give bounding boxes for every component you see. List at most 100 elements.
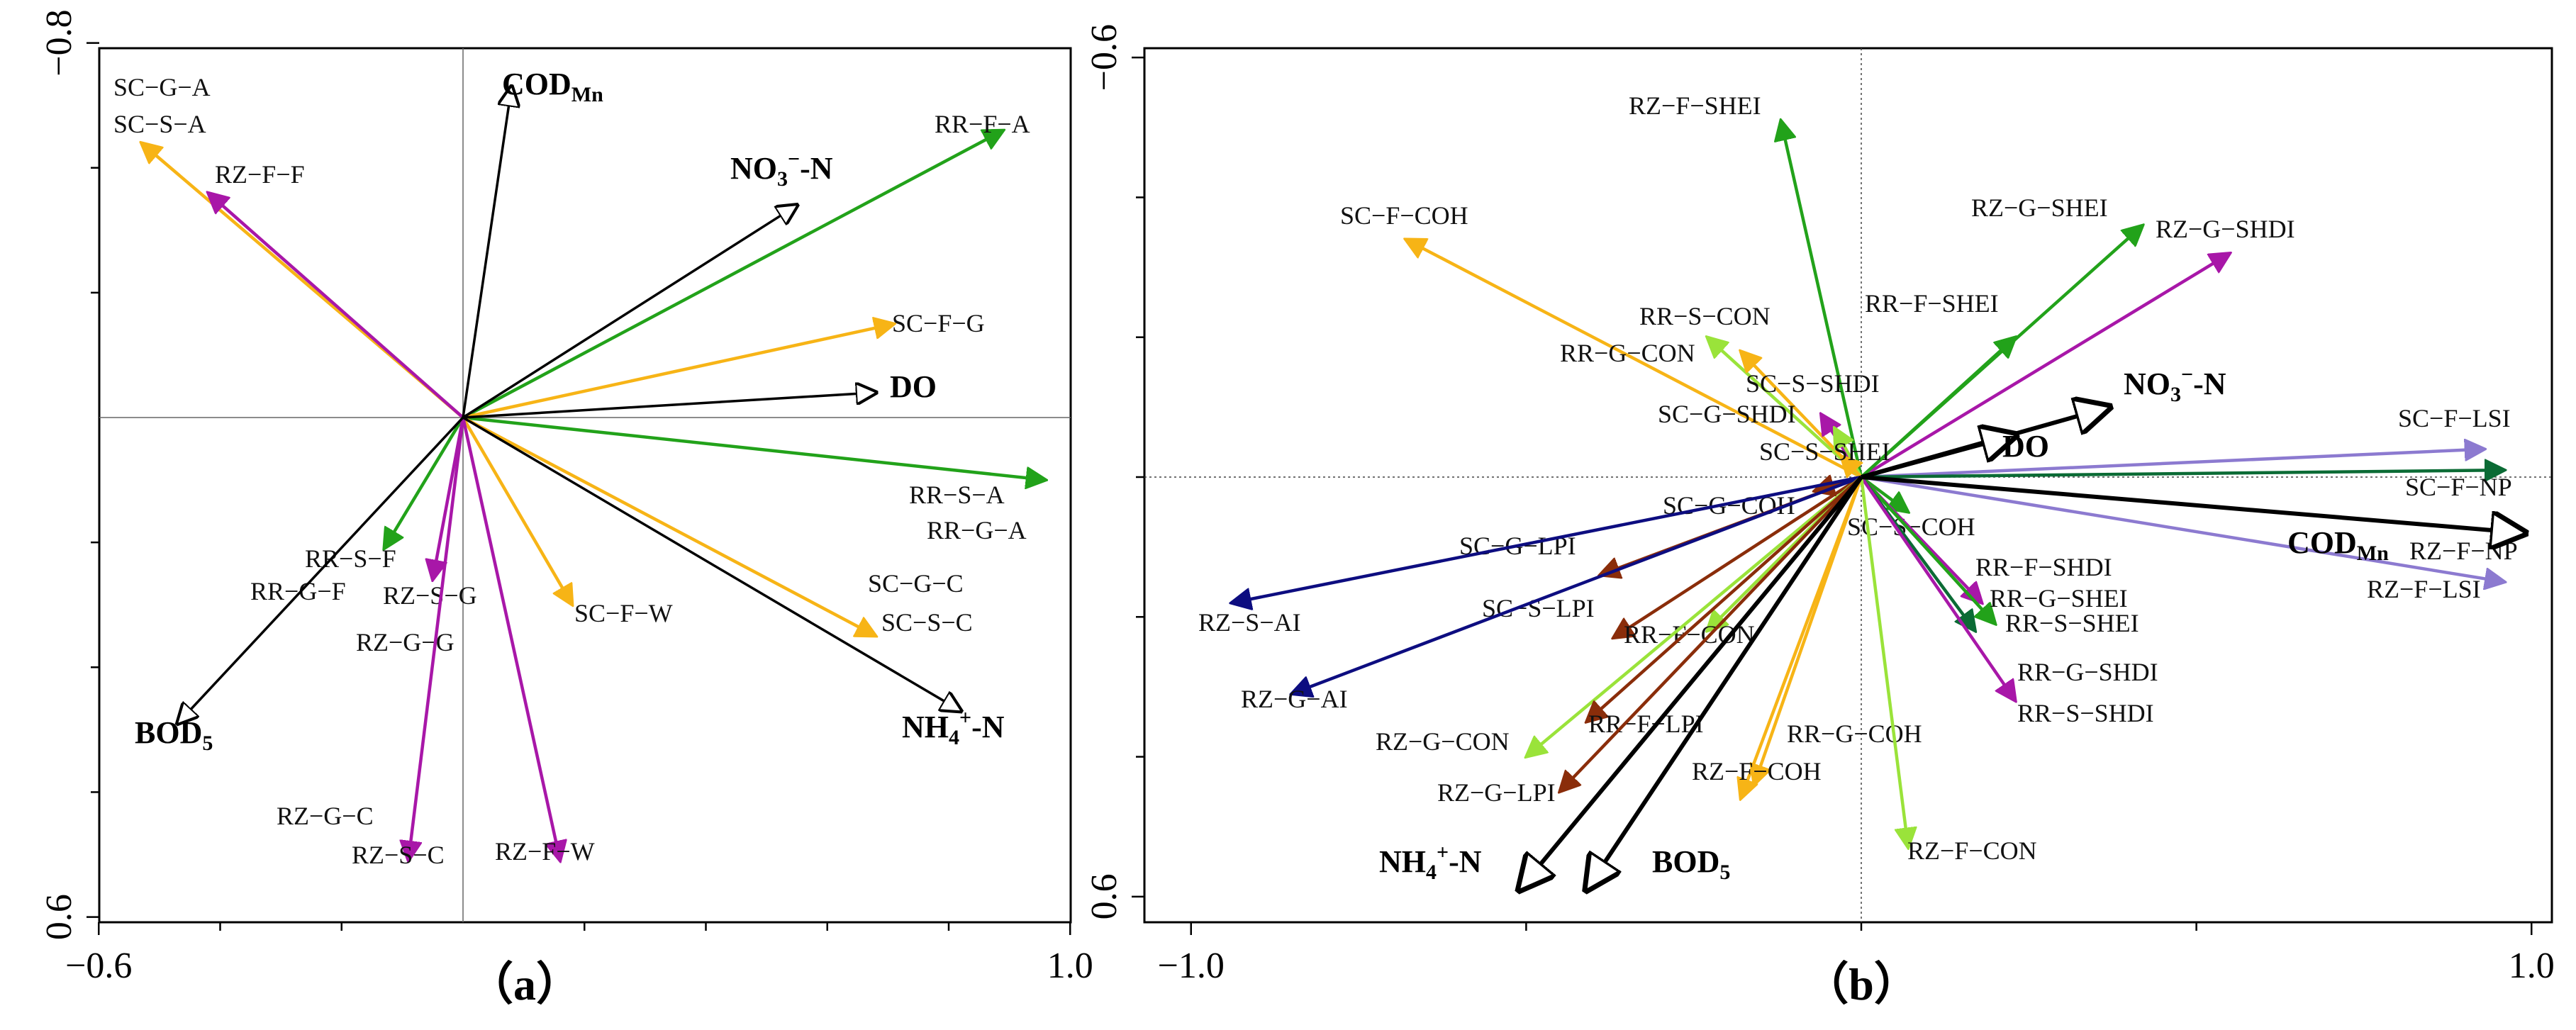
env-label-nh: NH4+-N [1379,841,1482,884]
species-arrow-sc-s-lpi [1613,476,1863,638]
env-label-no: NO3−-N [730,147,833,191]
species-label-sc-g-shdi: SC−G−SHDI [1658,400,1796,428]
species-label-sc-s-c: SC−S−C [881,608,973,637]
species-label-sc-s-lpi: SC−S−LPI [1482,594,1595,622]
panel-b-env-arrows: NO3−-N DO CODMn NH4+-N BOD5 [1379,363,2525,890]
y-tick-label: 0.6 [39,894,79,940]
species-arrow-sc-g-c [462,416,876,636]
species-label-rr-g-coh: RR−G−COH [1787,720,1922,748]
species-arrow-rr-s-f [384,416,464,549]
species-label-sc-f-g: SC−F−G [892,309,985,337]
env-label-bod: BOD5 [135,715,213,755]
species-arrow-sc-f-coh [1405,240,1863,478]
env-label-bod: BOD5 [1652,844,1730,884]
x-tick-label: 1.0 [2509,946,2555,986]
species-label-rr-s-shdi: RR−S−SHDI [2017,699,2154,727]
species-label-sc-s-shdi: SC−S−SHDI [1746,369,1880,398]
species-label-rz-g-con: RZ−G−CON [1376,727,1510,756]
species-arrow-sc-f-lsi [1861,449,2485,479]
env-label-nh: NH4+-N [902,706,1005,749]
species-label-rz-s-g: RZ−S−G [383,581,477,610]
panel-b-ticks: −1.0 1.0 −0.6 0.6 [1084,24,2555,986]
species-label-rz-s-c: RZ−S−C [352,841,445,869]
species-label-rz-f-con: RZ−F−CON [1907,836,2037,865]
env-arrow-do [462,393,876,419]
species-label-rz-f-np: RZ−F−NP [2409,537,2518,565]
species-arrow-rz-f-coh [1741,476,1863,799]
species-label-rr-f-lpi: RR−F−LPI [1588,710,1704,738]
species-arrow-rr-s-a [462,415,1046,480]
species-label-rr-g-shei: RR−G−SHEI [1990,584,2128,612]
species-arrow-sc-f-g [462,324,894,420]
species-arrow-rz-g-con [1526,476,1863,757]
species-label-sc-f-np: SC−F−NP [2405,473,2512,501]
species-arrow-sc-s-shei [1841,456,1861,477]
x-tick-label: −0.6 [65,946,132,986]
panel-b-biplot: −1.0 1.0 −0.6 0.6 RZ−F−SHEI SC−F−COH RZ−G−SHE… [1084,24,2555,1009]
species-label-rz-g-shdi: RZ−G−SHDI [2156,215,2295,243]
env-arrow-nh [1520,476,1863,890]
species-label-rz-g-ai: RZ−G−AI [1241,685,1348,713]
y-tick-label: 0.6 [1084,873,1125,919]
species-arrow-sc-f-np [1861,470,2504,477]
species-arrow-rr-f-lpi [1586,476,1863,722]
env-label-cod: CODMn [502,67,603,106]
species-label-sc-s-shei: SC−S−SHEI [1759,437,1890,466]
species-arrow-sc-s-coh [1860,476,1908,512]
env-arrow-no [462,206,797,419]
env-label-do: DO [890,369,937,404]
species-label-rr-g-shdi: RR−G−SHDI [2017,658,2158,686]
panel-b-species-arrows: RZ−F−SHEI SC−F−COH RZ−G−SHEI RZ−G−SHDI RR−F−… [1198,91,2525,865]
species-label-sc-g-a: SC−G−A [113,73,211,101]
env-arrow-nh [462,416,961,711]
species-label-rz-f-w: RZ−F−W [495,837,595,866]
env-arrow-bod [1586,476,1863,890]
species-label-rr-g-a: RR−G−A [927,516,1027,544]
species-label-rz-f-shei: RZ−F−SHEI [1629,91,1761,120]
species-label-rr-s-shei: RR−S−SHEI [2005,609,2139,637]
species-arrow-rr-g-shei [1860,476,1995,624]
species-label-rr-f-a: RR−F−A [935,110,1030,138]
panel-b-label: （b） [1803,959,1919,1009]
species-label-rr-f-shdi: RR−F−SHDI [1975,553,2112,581]
species-arrow-rz-g-shdi [1860,253,2230,478]
env-label-cod: CODMn [2287,525,2389,565]
species-label-rr-f-con: RR−F−CON [1624,620,1755,649]
species-label-rr-s-f: RR−S−F [305,544,396,573]
env-arrow-cod [1861,475,2525,533]
species-arrow-rz-f-con [1859,476,1908,848]
species-arrow-sc-f-w [462,416,572,605]
species-arrow-rz-s-ai [1231,475,1862,603]
species-arrow-rz-f-lsi [1861,475,2504,582]
panel-a-label: （a） [468,959,581,1009]
species-label-rr-f-shei: RR−F−SHEI [1865,289,1999,318]
species-label-sc-g-c: SC−G−C [868,569,964,598]
y-tick-label: −0.8 [39,9,79,76]
species-arrow-rz-g-lpi [1560,476,1863,792]
panel-a-ticks: −0.6 1.0 −0.8 0.6 [39,9,1093,986]
species-label-rr-s-a: RR−S−A [909,481,1005,509]
panel-a-species-arrows: SC−G−A SC−S−A RZ−F−F RR−F−A SC−F−G RR−S−A RR−G… [113,73,1046,869]
species-label-sc-f-lsi: SC−F−LSI [2398,404,2511,432]
species-arrow-rr-s-con [1707,337,1863,478]
y-tick-label: −0.6 [1084,24,1125,91]
species-arrow-rz-s-g [433,417,465,580]
species-label-rz-f-coh: RZ−F−COH [1692,757,1822,785]
panel-a-biplot: −0.6 1.0−0.80.6 SC−G−ASC−S−ARZ−F−FRR−F−AS… [39,9,1093,1009]
panel-a-env-arrows: CODMn NO3−-N DO NH4+-N BOD5 [135,67,1005,755]
species-label-rz-s-ai: RZ−S−AI [1198,608,1301,637]
species-label-rz-f-f: RZ−F−F [215,160,305,189]
panel-b-frame [1143,47,2553,924]
x-tick-label: −1.0 [1158,946,1225,986]
env-label-no: NO3−-N [2124,363,2226,406]
species-label-rz-g-lpi: RZ−G−LPI [1437,778,1556,807]
species-label-sc-s-a: SC−S−A [113,110,206,138]
species-arrow-rz-g-ai [1292,475,1862,694]
species-label-rz-f-lsi: RZ−F−LSI [2367,575,2481,603]
species-label-rz-g-c: RZ−G−C [277,802,374,830]
species-arrow-rz-f-w [461,417,560,861]
species-label-sc-f-coh: SC−F−COH [1340,201,1468,230]
env-label-do: DO [2002,429,2049,464]
env-arrow-bod [178,416,464,724]
species-label-rz-g-g: RZ−G−G [356,628,455,656]
